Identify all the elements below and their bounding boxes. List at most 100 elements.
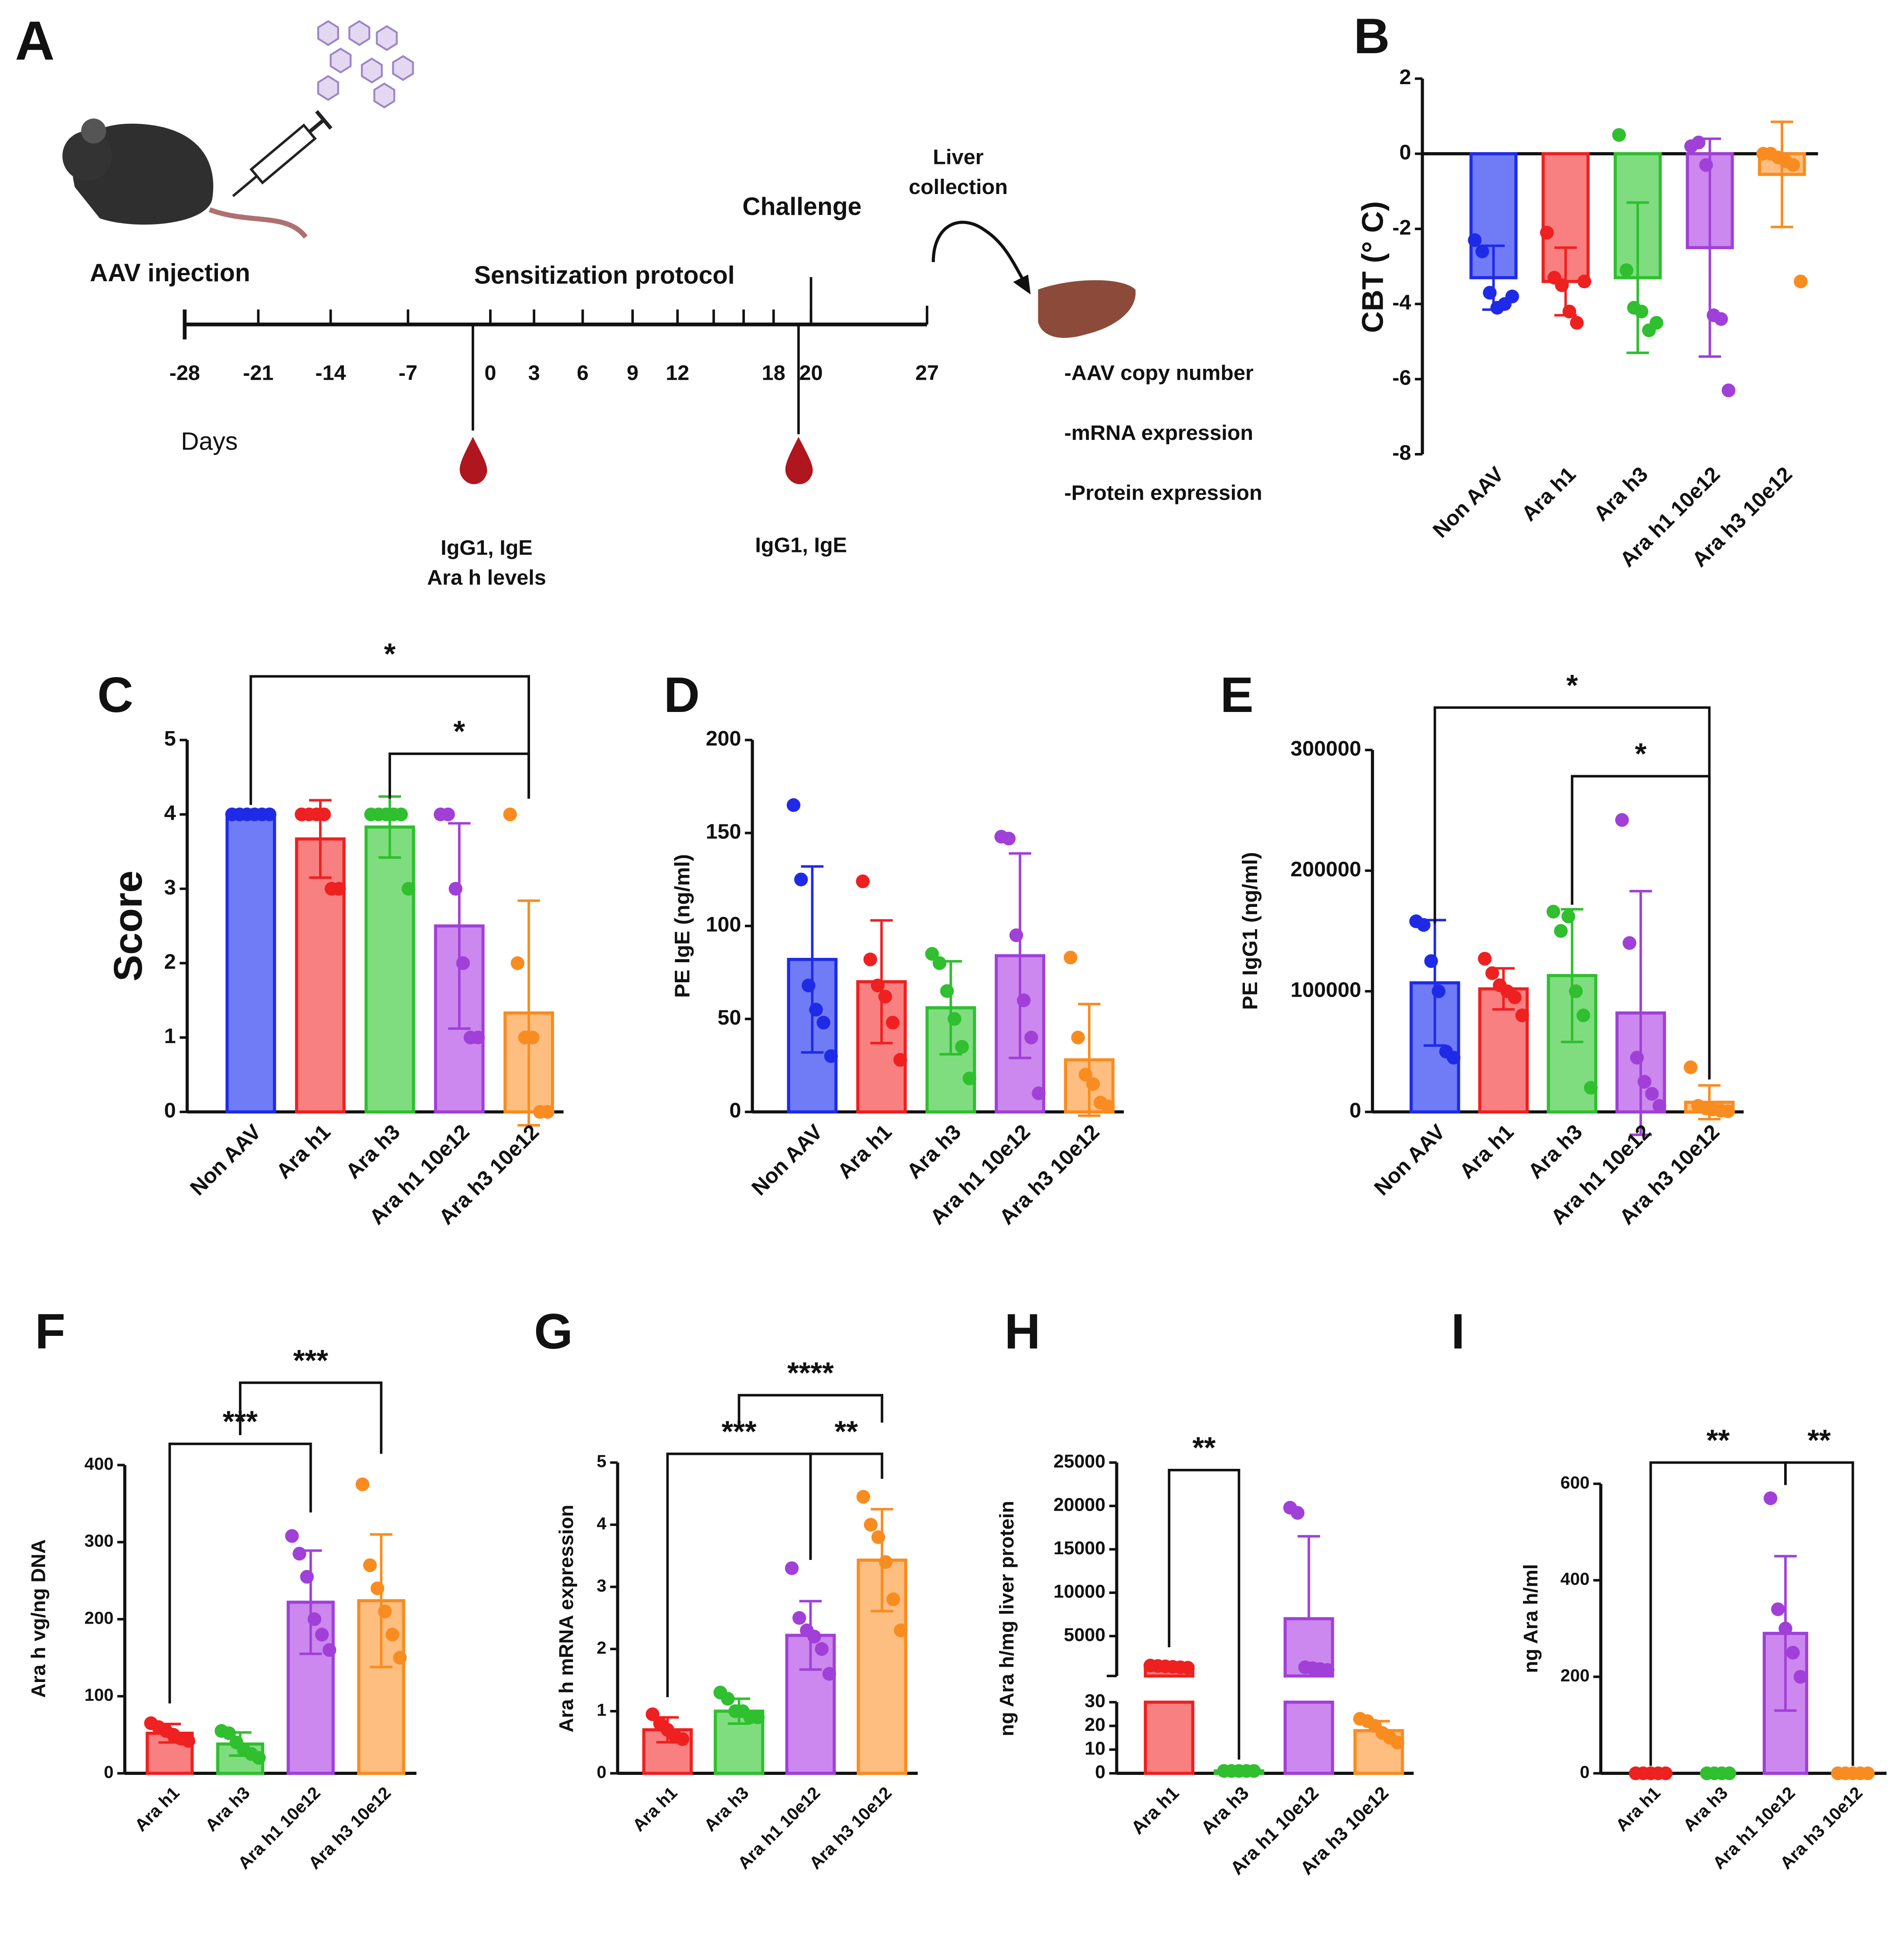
y-tick-label: 200 <box>1561 1666 1590 1686</box>
data-point <box>822 1667 836 1681</box>
significance-label: * <box>453 715 465 748</box>
day-label: 12 <box>666 361 689 385</box>
data-point <box>1778 1621 1792 1636</box>
panel-a: A AAV injection Sensitization <box>15 10 1262 589</box>
data-point <box>1714 312 1728 326</box>
data-point <box>1637 1075 1652 1089</box>
y-axis-label: PE IgE (ng/ml) <box>670 854 694 998</box>
y-axis-label: Ara h vg/ng DNA <box>27 1539 50 1698</box>
data-point <box>371 1581 384 1595</box>
significance-label: ** <box>1808 1423 1831 1457</box>
y-tick-label: 20 <box>1085 1714 1105 1735</box>
label: Days <box>181 427 238 455</box>
data-point <box>1721 383 1736 398</box>
data-point <box>863 952 877 967</box>
data-point <box>441 807 455 821</box>
data-point <box>315 1628 329 1641</box>
arrow <box>932 221 1027 286</box>
data-point <box>1291 1506 1305 1520</box>
y-tick-label: 5000 <box>1064 1624 1105 1645</box>
data-point <box>786 798 801 812</box>
day-label: 0 <box>484 361 496 385</box>
data-point <box>1391 1735 1404 1750</box>
significance-bracket <box>809 1452 884 1560</box>
arrowhead <box>1013 274 1031 295</box>
day-label: 18 <box>762 361 785 385</box>
y-tick-label: 200000 <box>1291 858 1361 881</box>
panel-letter: A <box>15 10 54 71</box>
data-point <box>1002 831 1016 846</box>
data-point <box>1793 1670 1808 1684</box>
data-point <box>1771 1602 1785 1616</box>
data-point <box>751 1710 765 1724</box>
y-tick-label: 2 <box>1399 65 1411 89</box>
data-point <box>802 978 816 993</box>
data-point <box>471 1031 485 1045</box>
data-point <box>1546 905 1561 919</box>
data-point <box>815 1642 829 1656</box>
data-point <box>886 1592 900 1606</box>
label: IgG1, IgE <box>755 534 847 557</box>
data-point <box>252 1751 266 1765</box>
y-axis-label: ng Ara h/ml <box>1520 1564 1542 1673</box>
data-point <box>1692 136 1706 150</box>
data-point <box>510 956 525 970</box>
y-tick-label: 0 <box>1399 140 1411 164</box>
data-point <box>1861 1766 1875 1781</box>
y-tick-label: -8 <box>1392 441 1411 465</box>
label: -Protein expression <box>1064 481 1262 504</box>
data-point <box>503 807 517 821</box>
data-point <box>894 1623 908 1638</box>
data-point <box>292 1546 306 1561</box>
y-tick-label: 400 <box>1561 1570 1590 1589</box>
label: collection <box>909 175 1008 199</box>
y-tick-label: 100 <box>706 913 741 936</box>
data-point <box>1515 1008 1529 1022</box>
y-tick-label: 15000 <box>1054 1538 1105 1559</box>
data-point <box>962 1071 976 1086</box>
data-point <box>1475 244 1489 259</box>
y-tick-label: 3 <box>597 1576 606 1595</box>
significance-label: ** <box>835 1415 858 1448</box>
data-point <box>1763 1491 1778 1505</box>
data-point <box>181 1734 195 1748</box>
data-point <box>925 947 939 961</box>
y-tick-label: 0 <box>1350 1099 1361 1122</box>
data-point <box>401 882 415 896</box>
y-tick-label: 600 <box>1561 1473 1590 1492</box>
significance-label: **** <box>787 1356 834 1389</box>
data-point <box>864 1518 878 1532</box>
y-tick-label: 1 <box>597 1700 606 1720</box>
blood-drop <box>785 436 813 484</box>
y-axis-label: CBT (° C) <box>1356 201 1389 333</box>
significance-bracket <box>249 675 530 805</box>
data-point <box>222 1726 236 1740</box>
y-tick-label: 10000 <box>1054 1581 1105 1602</box>
data-point <box>1017 993 1031 1008</box>
data-point <box>1630 1051 1644 1065</box>
y-tick-label: 200 <box>706 727 741 750</box>
y-tick-label: 2 <box>164 950 176 974</box>
data-point <box>1794 274 1808 289</box>
data-point <box>1320 1663 1335 1677</box>
data-point <box>1247 1764 1261 1778</box>
data-point <box>1619 263 1634 277</box>
data-point <box>355 1477 370 1491</box>
data-point <box>1024 1031 1038 1045</box>
bar <box>225 813 276 1114</box>
label: Sensitization protocol <box>474 262 735 289</box>
y-tick-label: 0 <box>1580 1763 1589 1782</box>
significance-label: * <box>1566 668 1578 702</box>
data-point <box>878 990 892 1004</box>
label: Challenge <box>742 193 862 221</box>
data-point <box>322 1643 337 1657</box>
day-label: -7 <box>398 361 417 385</box>
data-point <box>792 1611 806 1625</box>
panel-letter: H <box>1004 1304 1040 1359</box>
data-point <box>1485 966 1499 980</box>
data-point <box>1786 1645 1800 1660</box>
mouse-icon <box>62 118 308 239</box>
label: IgG1, IgE <box>441 536 533 559</box>
significance-label: * <box>1635 737 1647 771</box>
data-point <box>378 1604 392 1618</box>
